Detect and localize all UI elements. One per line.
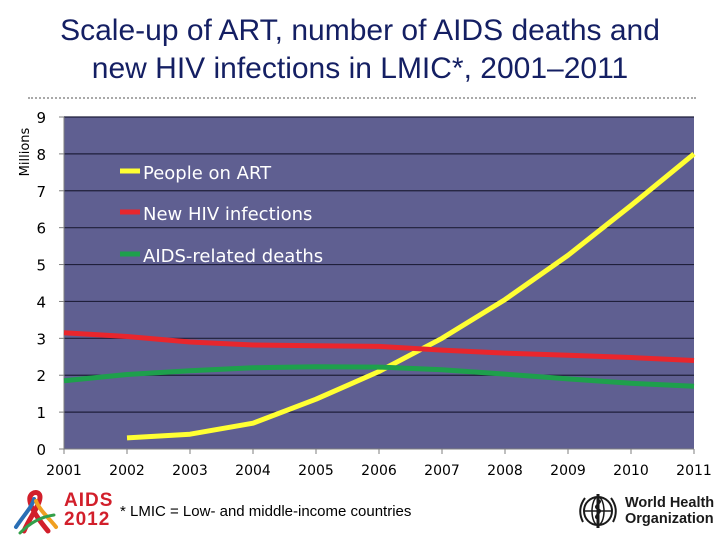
legend-label-people-on-art: People on ART [143,163,272,184]
x-tick-label-2008: 2008 [487,463,523,479]
legend-label-new-hiv-infections: New HIV infections [143,204,312,225]
title-line-1: Scale-up of ART, number of AIDS deaths a… [60,14,660,47]
aids-logo-year: 2012 [64,509,111,530]
y-tick-label-3: 3 [36,330,46,348]
title-line-2: new HIV infections in LMIC*, 2001–2011 [91,52,629,85]
title-divider [28,97,696,99]
y-tick-label-0: 0 [36,441,46,459]
series-line-aids-related-deaths [63,364,695,389]
ribbon-icon [14,490,58,535]
x-tick-label-2010: 2010 [613,463,649,479]
y-axis-label: Millions [18,127,33,176]
legend-label-aids-related-deaths: AIDS-related deaths [143,246,323,267]
y-tick-label-2: 2 [36,367,46,385]
x-tick-label-2002: 2002 [109,463,145,479]
y-tick-label-1: 1 [36,404,46,422]
x-tick-label-2004: 2004 [235,463,271,479]
legend: People on ART New HIV infections AIDS-rela… [120,163,323,267]
who-emblem-icon [579,494,617,528]
who-logo-line-1: World Health [625,495,715,511]
footnote: * LMIC = Low- and middle-income countrie… [120,503,412,520]
axes: 0 1 2 3 4 5 6 7 8 9 2001 2002 2003 2004 2005 2006 2007 20… [36,109,711,479]
y-tick-label-6: 6 [36,220,46,238]
x-tick-label-2006: 2006 [361,463,397,479]
plot-area [64,117,694,449]
x-tick-label-2011: 2011 [676,463,712,479]
series-lines [63,151,696,441]
aids-2012-logo: AIDS 2012 [10,487,120,535]
who-logo-line-2: Organization [625,511,714,527]
x-tick-label-2001: 2001 [46,463,82,479]
x-tick-label-2003: 2003 [172,463,208,479]
y-tick-label-5: 5 [36,257,46,275]
slide-title: Scale-up of ART, number of AIDS deaths a… [0,12,720,88]
x-tick-label-2007: 2007 [424,463,460,479]
x-tick-label-2005: 2005 [298,463,334,479]
y-tick-label-4: 4 [36,293,46,311]
who-logo: World Health Organization [575,488,715,536]
x-tick-label-2009: 2009 [550,463,586,479]
series-line-people-on-art [126,151,696,441]
y-tick-label-9: 9 [36,109,46,127]
series-line-new-hiv-infections [63,330,695,363]
aids-logo-word: AIDS [64,490,114,511]
y-tick-label-7: 7 [36,183,46,201]
y-tick-label-8: 8 [36,146,46,164]
gridlines [64,116,694,413]
